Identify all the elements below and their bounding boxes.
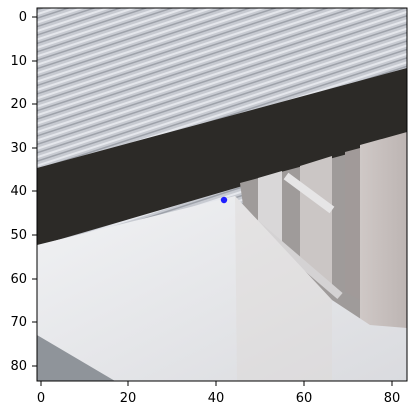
marker-point <box>220 196 228 204</box>
y-tick-label-80: 80 <box>10 359 27 374</box>
y-tick-label-60: 60 <box>10 272 27 287</box>
pavement-corner <box>37 335 115 381</box>
y-axis: 0 10 20 30 40 50 60 70 80 <box>10 10 37 374</box>
y-tick-label-30: 30 <box>10 141 27 156</box>
x-tick-label-0: 0 <box>37 391 45 406</box>
y-tick-label-40: 40 <box>10 184 27 199</box>
y-tick-label-20: 20 <box>10 97 27 112</box>
right-building <box>360 132 407 381</box>
photo-image <box>37 8 407 381</box>
white-wall <box>37 196 407 381</box>
x-tick-label-40: 40 <box>208 391 225 406</box>
y-tick-label-10: 10 <box>10 54 27 69</box>
y-tick-label-0: 0 <box>19 10 27 25</box>
x-tick-label-60: 60 <box>296 391 313 406</box>
x-tick-label-80: 80 <box>384 391 401 406</box>
y-tick-label-70: 70 <box>10 315 27 330</box>
plot-frame <box>36 7 408 382</box>
y-tick-label-50: 50 <box>10 228 27 243</box>
x-tick-label-20: 20 <box>120 391 137 406</box>
roof-dark-edge <box>37 68 407 246</box>
window-bar-upper <box>283 172 335 214</box>
window-frame-3 <box>345 148 360 300</box>
wall-shadow <box>235 196 332 381</box>
x-axis: 0 20 40 60 80 <box>37 381 400 406</box>
